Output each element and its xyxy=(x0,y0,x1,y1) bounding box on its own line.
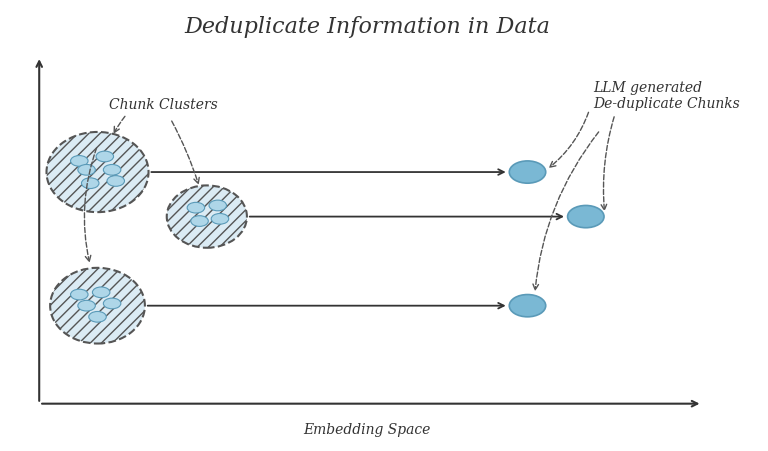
Circle shape xyxy=(89,312,106,322)
Ellipse shape xyxy=(50,268,145,344)
Text: Embedding Space: Embedding Space xyxy=(303,423,431,437)
Circle shape xyxy=(107,175,124,186)
Circle shape xyxy=(81,178,99,189)
Circle shape xyxy=(211,213,229,224)
Circle shape xyxy=(509,161,546,183)
Circle shape xyxy=(71,156,88,166)
Circle shape xyxy=(104,165,121,175)
Text: Deduplicate Information in Data: Deduplicate Information in Data xyxy=(184,16,550,38)
Circle shape xyxy=(78,300,95,311)
Circle shape xyxy=(71,289,88,300)
Circle shape xyxy=(96,151,114,162)
Circle shape xyxy=(78,165,95,175)
Circle shape xyxy=(104,298,121,309)
Circle shape xyxy=(209,200,227,211)
Circle shape xyxy=(92,287,110,298)
Circle shape xyxy=(187,202,204,213)
Text: LLM generated
De-duplicate Chunks: LLM generated De-duplicate Chunks xyxy=(593,81,740,111)
Text: Chunk Clusters: Chunk Clusters xyxy=(109,98,217,112)
Circle shape xyxy=(509,295,546,317)
Ellipse shape xyxy=(47,132,148,212)
Ellipse shape xyxy=(167,185,247,248)
Circle shape xyxy=(568,206,604,228)
Circle shape xyxy=(190,216,208,226)
